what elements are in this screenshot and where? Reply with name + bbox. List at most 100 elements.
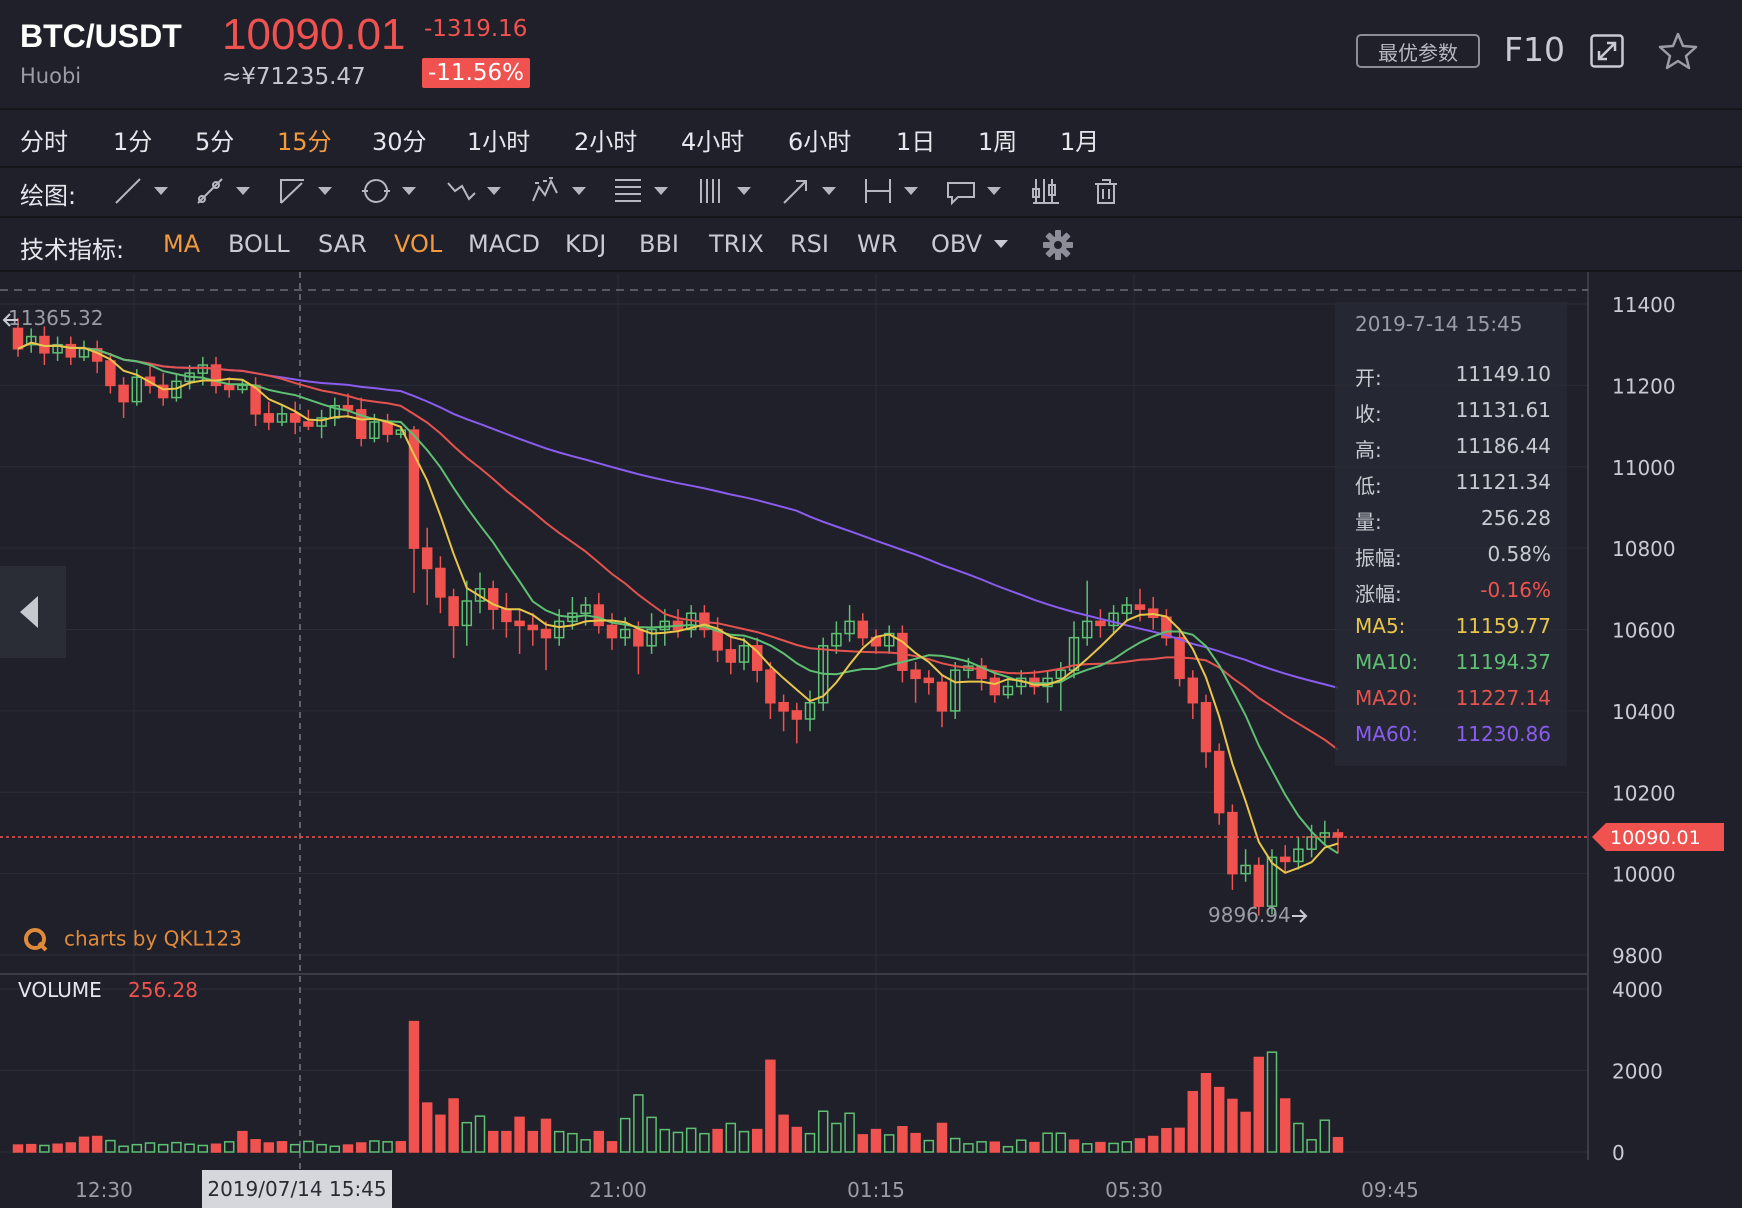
indicator-10[interactable]: OBV — [931, 230, 983, 258]
scroll-left-button[interactable] — [0, 566, 66, 658]
period-tab-6[interactable]: 2小时 — [574, 128, 638, 156]
candle-body — [118, 384, 129, 403]
tooltip-value: 11194.37 — [1455, 650, 1551, 674]
tool-dropdown-chevron-icon[interactable] — [154, 187, 168, 195]
tool-dropdown-chevron-icon[interactable] — [236, 187, 250, 195]
tool-dropdown-chevron-icon[interactable] — [822, 187, 836, 195]
volume-bar — [39, 1144, 50, 1153]
tool-dropdown-chevron-icon[interactable] — [987, 187, 1001, 195]
channel-tool-icon[interactable] — [276, 174, 308, 208]
indicator-6[interactable]: BBI — [639, 230, 680, 258]
candle-body — [1081, 620, 1093, 639]
circle-tool-icon[interactable] — [360, 174, 392, 208]
period-tab-10[interactable]: 1周 — [978, 128, 1018, 156]
candle-tool-icon[interactable] — [1030, 174, 1062, 208]
indicator-3[interactable]: VOL — [394, 230, 443, 258]
tooltip-value: 11230.86 — [1455, 722, 1551, 746]
candle-body — [12, 327, 24, 350]
f10-button[interactable]: F10 — [1504, 30, 1565, 69]
volume-bar — [316, 1143, 327, 1153]
drawing-toolbar: 绘图: — [0, 168, 1742, 218]
candle — [118, 377, 129, 418]
y-tick-label: 11000 — [1612, 456, 1676, 480]
candle — [263, 401, 275, 431]
period-tabs: 分时 1分 5分 15分 30分 1小时 2小时 4小时 6小时 1日 1周 1月 — [0, 110, 1742, 168]
grid-tool-icon[interactable] — [695, 174, 727, 208]
tool-dropdown-chevron-icon[interactable] — [487, 187, 501, 195]
volume-bar — [52, 1143, 63, 1153]
indicator-9[interactable]: WR — [857, 230, 898, 258]
obv-dropdown-chevron-icon[interactable] — [994, 240, 1008, 248]
period-tab-9[interactable]: 1日 — [896, 128, 936, 156]
indicator-8[interactable]: RSI — [790, 230, 829, 258]
volume-bar — [171, 1141, 182, 1153]
candle — [672, 609, 684, 638]
period-tab-7[interactable]: 4小时 — [681, 128, 745, 156]
indicator-7[interactable]: TRIX — [709, 230, 764, 258]
indicator-0[interactable]: MA — [163, 230, 201, 258]
volume-bar — [659, 1128, 671, 1153]
indicator-settings-gear-icon[interactable] — [1042, 229, 1074, 261]
tool-dropdown-chevron-icon[interactable] — [737, 187, 751, 195]
candle — [1227, 804, 1238, 890]
volume-bar — [923, 1139, 935, 1153]
tool-dropdown-chevron-icon[interactable] — [318, 187, 332, 195]
trash-icon[interactable] — [1090, 174, 1122, 208]
volume-bar — [685, 1127, 697, 1153]
volume-bar — [553, 1130, 565, 1153]
indicator-4[interactable]: MACD — [468, 230, 540, 258]
arrow-tool-icon[interactable] — [780, 174, 812, 208]
volume-bar — [712, 1128, 723, 1153]
period-tab-4[interactable]: 30分 — [372, 128, 427, 156]
volume-bar — [487, 1130, 499, 1153]
candle — [501, 592, 512, 638]
ray-tool-icon[interactable] — [194, 174, 226, 208]
range-tool-icon[interactable] — [862, 174, 894, 208]
period-tab-8[interactable]: 6小时 — [788, 128, 852, 156]
period-tab-2[interactable]: 5分 — [195, 128, 235, 156]
candle-body — [936, 681, 948, 712]
favorite-star-icon[interactable] — [1658, 32, 1698, 70]
candle-body — [725, 649, 737, 663]
volume-bar — [791, 1126, 803, 1153]
tool-dropdown-chevron-icon[interactable] — [402, 187, 416, 195]
crosshair-time-tag: 2019/07/14 15:45 — [202, 1170, 392, 1208]
tool-dropdown-chevron-icon[interactable] — [654, 187, 668, 195]
ma20-line — [17, 341, 1339, 751]
tool-dropdown-chevron-icon[interactable] — [904, 187, 918, 195]
candle — [976, 657, 987, 691]
period-tab-5[interactable]: 1小时 — [467, 128, 531, 156]
pattern-tool-icon[interactable] — [530, 174, 562, 208]
candle — [448, 588, 459, 658]
volume-bar — [567, 1132, 578, 1153]
tooltip-value: 11227.14 — [1455, 686, 1551, 710]
volume-bar — [1068, 1139, 1080, 1153]
candle — [25, 328, 37, 353]
period-tab-3[interactable]: 15分 — [277, 128, 332, 156]
period-tab-0[interactable]: 分时 — [20, 128, 68, 156]
indicator-5[interactable]: KDJ — [565, 230, 607, 258]
indicator-1[interactable]: BOLL — [228, 230, 290, 258]
price-chart[interactable]: 11400 11200 11000 10800 10600 10400 10200 10000… — [0, 272, 1742, 1208]
indicator-2[interactable]: SAR — [318, 230, 367, 258]
line-tool-icon[interactable] — [112, 174, 144, 208]
volume-bar — [342, 1144, 354, 1153]
fullscreen-icon[interactable] — [1590, 34, 1624, 68]
candle — [1081, 580, 1093, 646]
tool-dropdown-chevron-icon[interactable] — [572, 187, 586, 195]
last-price: 10090.01 — [222, 10, 406, 59]
y-tick-label: 9800 — [1612, 944, 1663, 968]
best-params-button[interactable]: 最优参数 — [1356, 34, 1480, 68]
candle — [408, 426, 420, 593]
period-tab-1[interactable]: 1分 — [113, 128, 153, 156]
candle — [857, 613, 869, 646]
fib-tool-icon[interactable] — [612, 174, 644, 208]
x-tick-label: 21:00 — [589, 1178, 647, 1202]
tooltip-value: 11121.34 — [1455, 470, 1551, 494]
volume-bar — [408, 1020, 420, 1153]
text-tool-icon[interactable] — [945, 174, 977, 208]
period-tab-11[interactable]: 1月 — [1060, 128, 1100, 156]
volume-bar — [527, 1130, 539, 1153]
wave-tool-icon[interactable] — [445, 174, 477, 208]
volume-bar — [1002, 1145, 1014, 1153]
